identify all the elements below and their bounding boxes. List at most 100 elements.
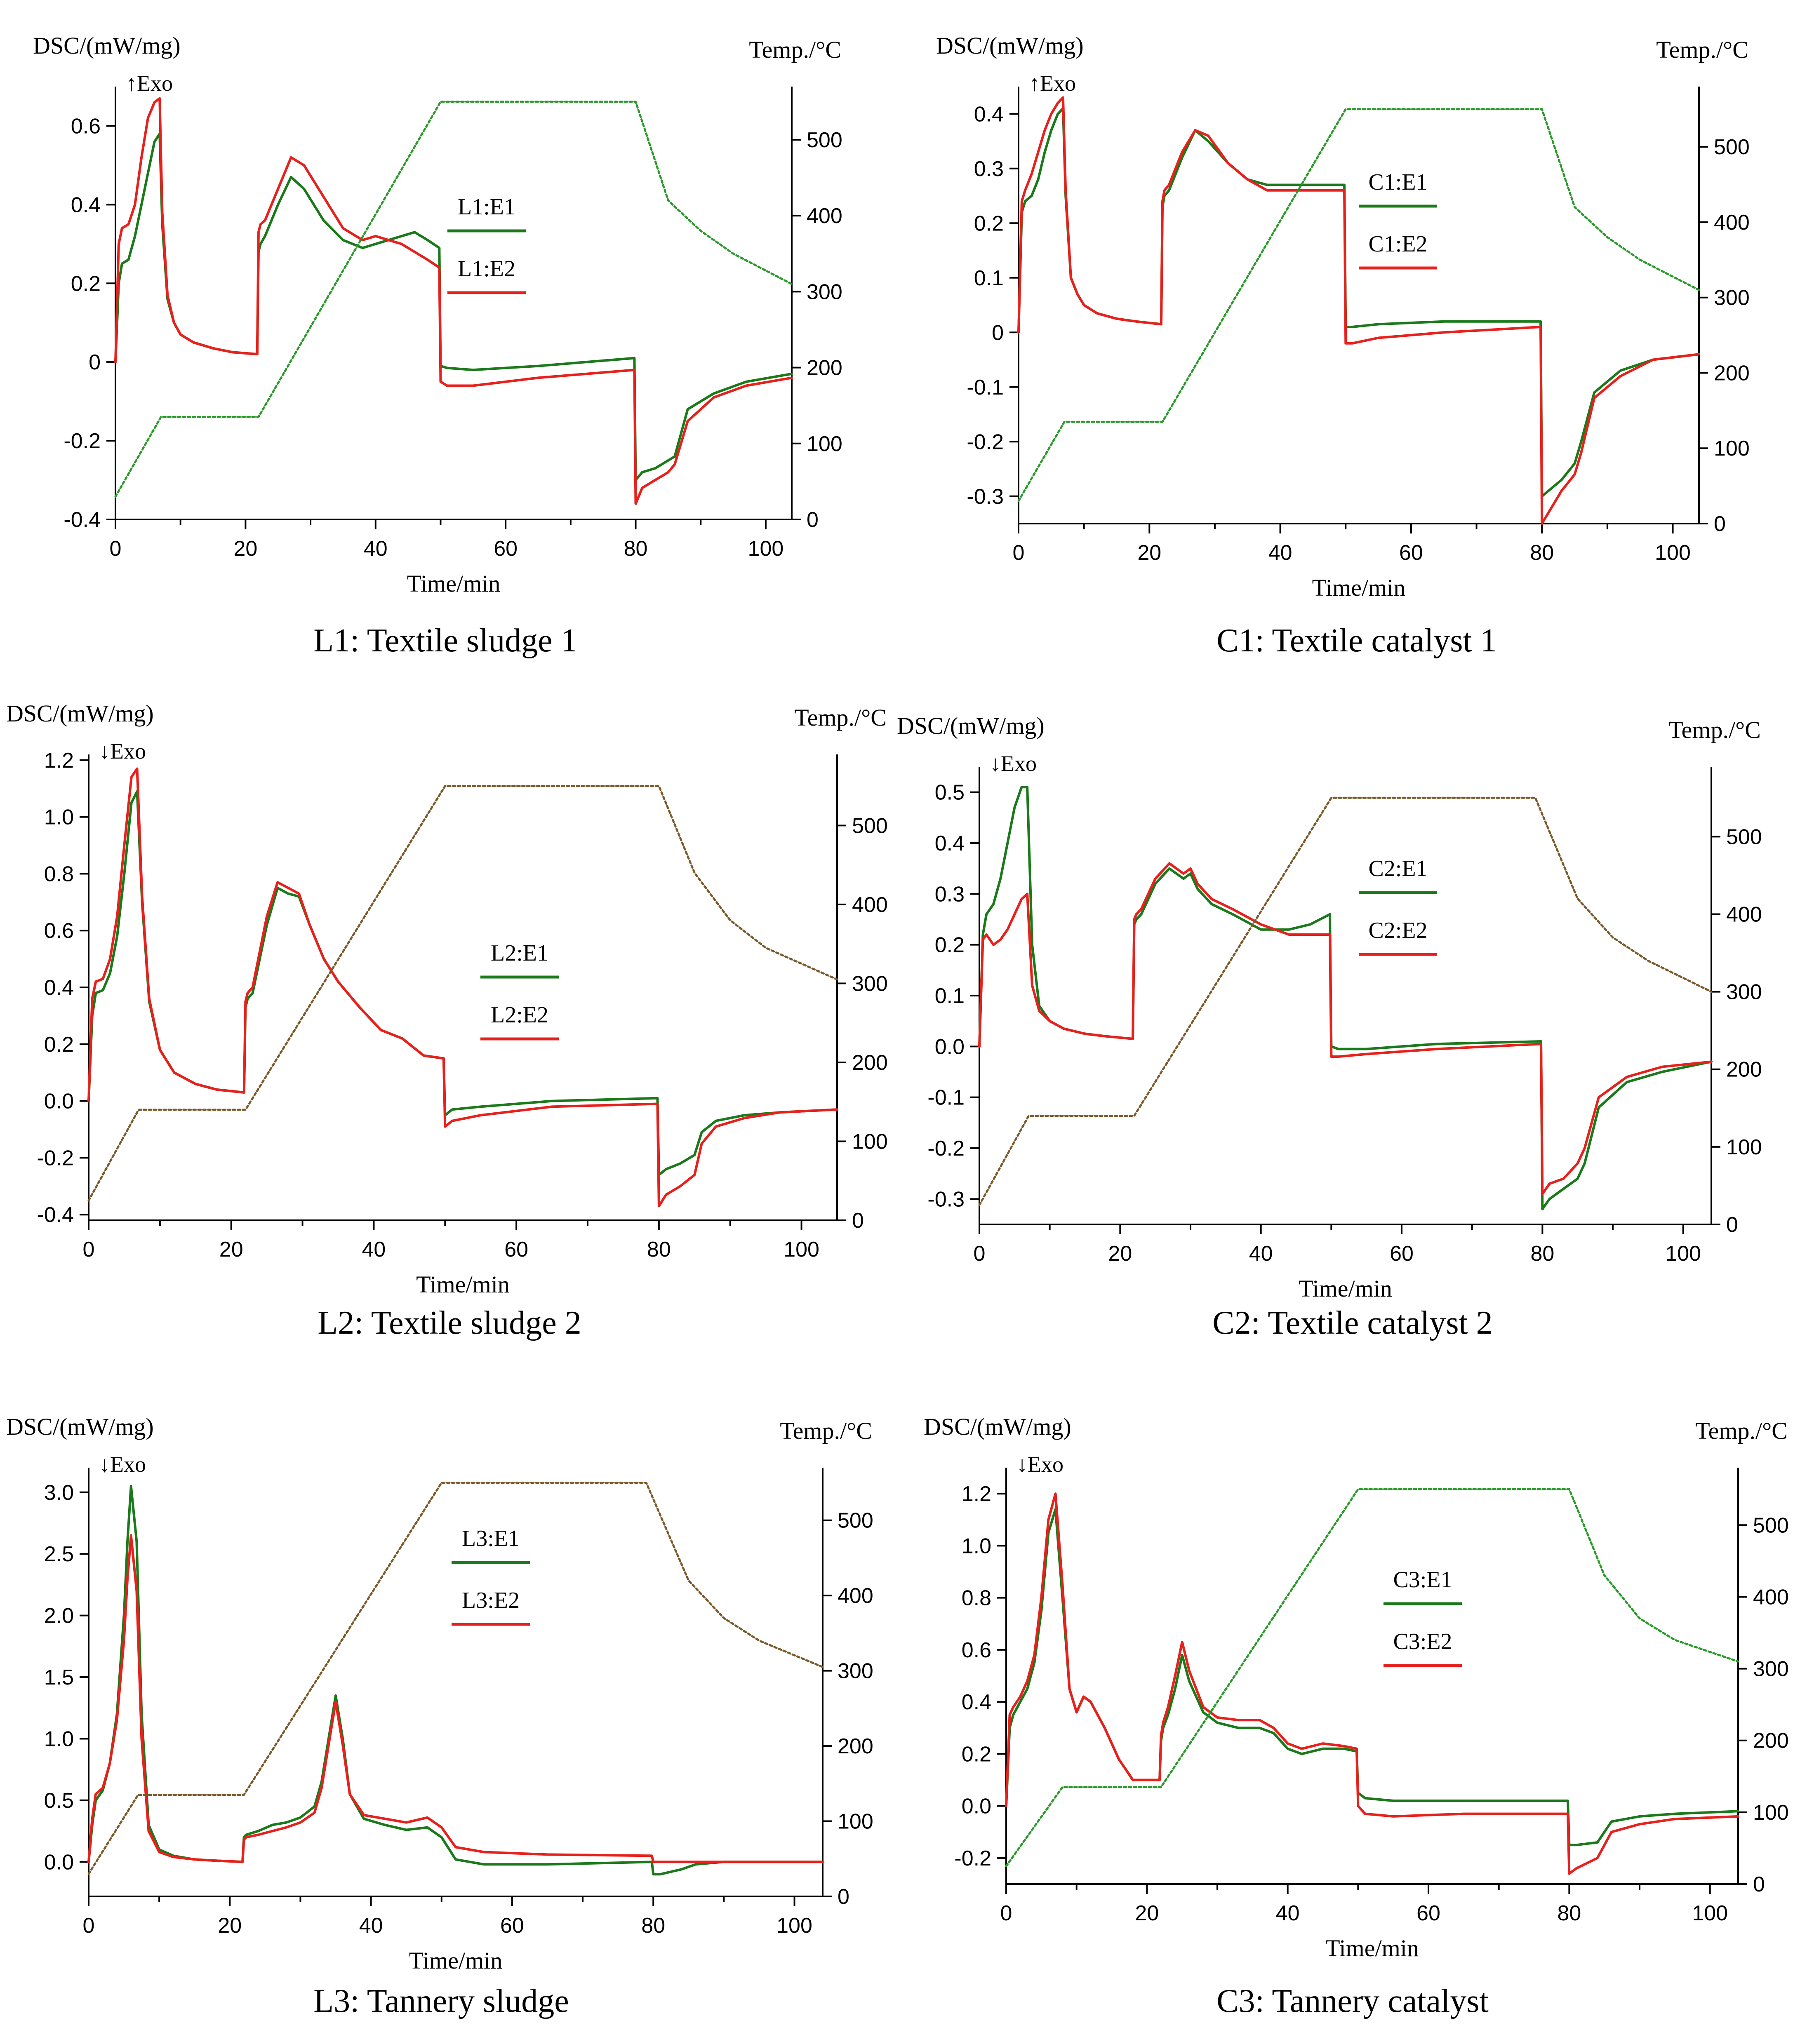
y-tick-label: 2.0 bbox=[44, 1604, 74, 1628]
legend-label: L1:E2 bbox=[458, 256, 515, 282]
panel-title: L2: Textile sludge 2 bbox=[318, 1305, 581, 1341]
x-tick-label: 80 bbox=[624, 537, 648, 561]
y-tick-label: 1.0 bbox=[44, 806, 74, 829]
y2-tick-label: 400 bbox=[852, 893, 888, 917]
y-tick-label: 0.4 bbox=[974, 102, 1004, 126]
series-line-c3-e2 bbox=[1005, 1492, 1739, 1875]
x-tick-label: 100 bbox=[748, 537, 784, 561]
x-tick-label: 0 bbox=[1013, 541, 1025, 565]
y-axis-title: DSC/(mW/mg) bbox=[6, 1413, 154, 1440]
y-tick-label: 0.4 bbox=[935, 832, 965, 855]
x-tick-label: 80 bbox=[647, 1238, 671, 1262]
y-tick-label: 0.4 bbox=[71, 193, 101, 217]
x-tick-label: 20 bbox=[1135, 1901, 1159, 1925]
x-tick-label: 40 bbox=[364, 537, 388, 561]
y2-tick-label: 300 bbox=[838, 1659, 873, 1683]
y2-axis-title: Temp./°C bbox=[749, 36, 841, 63]
x-axis-title: Time/min bbox=[416, 1271, 510, 1298]
x-tick-label: 60 bbox=[1416, 1901, 1440, 1925]
y-tick-label: -0.3 bbox=[967, 485, 1004, 509]
y2-tick-label: 400 bbox=[1726, 902, 1762, 926]
y2-axis-title: Temp./°C bbox=[780, 1417, 872, 1444]
y-tick-label: 0.5 bbox=[44, 1789, 74, 1813]
x-tick-label: 60 bbox=[500, 1914, 524, 1938]
y2-tick-label: 100 bbox=[1753, 1801, 1789, 1825]
y-tick-label: 0.1 bbox=[935, 984, 965, 1008]
y-tick-label: 2.5 bbox=[44, 1542, 74, 1566]
x-axis-title: Time/min bbox=[1312, 574, 1406, 601]
legend-label: L2:E2 bbox=[491, 1002, 548, 1028]
x-axis-title: Time/min bbox=[409, 1947, 503, 1974]
y-tick-label: -0.2 bbox=[954, 1847, 991, 1870]
series-line-c1-e2 bbox=[1017, 96, 1700, 525]
y-tick-label: 1.2 bbox=[44, 749, 74, 773]
y-tick-label: 0.0 bbox=[935, 1035, 965, 1059]
legend-label: L1:E1 bbox=[458, 194, 515, 220]
temperature-series-line bbox=[1005, 1488, 1739, 1867]
y-axis-title: DSC/(mW/mg) bbox=[6, 700, 154, 727]
y2-tick-label: 200 bbox=[838, 1734, 873, 1758]
y-tick-label: 1.0 bbox=[44, 1727, 74, 1751]
temperature-series-line bbox=[87, 1482, 824, 1875]
y2-tick-label: 100 bbox=[1714, 437, 1750, 460]
y2-tick-label: 500 bbox=[838, 1509, 873, 1533]
chart-panel-l3: 0 20 40 60 80 100 0.0 0.5 1.0 1.5 2.0 2.5 3.0 0 100 200… bbox=[6, 1413, 873, 2019]
exo-indicator: ↓Exo bbox=[1016, 1452, 1063, 1477]
y-tick-label: 0.4 bbox=[962, 1690, 991, 1714]
y-axis-title: DSC/(mW/mg) bbox=[33, 32, 181, 59]
x-tick-label: 20 bbox=[218, 1914, 242, 1938]
panel-title: L1: Textile sludge 1 bbox=[313, 623, 577, 659]
x-tick-label: 0 bbox=[83, 1238, 95, 1262]
x-tick-label: 60 bbox=[1390, 1242, 1414, 1266]
exo-indicator: ↑Exo bbox=[1029, 71, 1076, 96]
y-tick-label: 1.0 bbox=[962, 1534, 991, 1558]
x-tick-label: 60 bbox=[504, 1238, 528, 1262]
y2-tick-label: 0 bbox=[807, 508, 819, 532]
y-tick-label: 0 bbox=[992, 321, 1004, 345]
series-line-c3-e1 bbox=[1005, 1508, 1739, 1847]
y2-tick-label: 400 bbox=[1714, 211, 1750, 235]
chart-panel-l2: 0 20 40 60 80 100 -0.4 -0.2 0.0 0.2 0.4 0.6 0.8 1.0 1.… bbox=[6, 700, 888, 1341]
y2-tick-label: 300 bbox=[807, 280, 842, 304]
y-tick-label: 0.6 bbox=[44, 919, 74, 943]
x-tick-label: 0 bbox=[110, 537, 122, 561]
y2-axis-title: Temp./°C bbox=[1695, 1417, 1788, 1444]
legend-label: L3:E1 bbox=[462, 1526, 520, 1551]
y2-tick-label: 200 bbox=[807, 356, 842, 380]
y2-axis-title: Temp./°C bbox=[1668, 717, 1761, 743]
y-tick-label: -0.4 bbox=[64, 508, 101, 532]
y-tick-label: 0.8 bbox=[44, 862, 74, 886]
legend-label: C1:E1 bbox=[1368, 169, 1427, 195]
x-tick-label: 80 bbox=[1530, 541, 1554, 565]
y2-tick-label: 0 bbox=[1726, 1213, 1738, 1237]
y2-tick-label: 200 bbox=[1726, 1058, 1762, 1082]
y-axis-title: DSC/(mW/mg) bbox=[897, 712, 1045, 739]
legend-label: C1:E2 bbox=[1368, 231, 1427, 257]
x-tick-label: 40 bbox=[362, 1238, 386, 1262]
series-line-l2-e2 bbox=[87, 767, 838, 1208]
panel-title: C2: Textile catalyst 2 bbox=[1212, 1305, 1492, 1341]
y-tick-label: -0.2 bbox=[927, 1137, 965, 1161]
panel-title: L3: Tannery sludge bbox=[313, 1983, 569, 2019]
legend-label: C2:E2 bbox=[1368, 918, 1427, 943]
x-tick-label: 100 bbox=[1665, 1242, 1701, 1266]
y2-tick-label: 200 bbox=[1753, 1729, 1789, 1753]
y2-tick-label: 300 bbox=[1714, 286, 1750, 310]
temperature-series-line bbox=[978, 796, 1713, 1206]
exo-indicator: ↓Exo bbox=[99, 1452, 146, 1477]
y-tick-label: 1.2 bbox=[962, 1482, 991, 1506]
y2-tick-label: 100 bbox=[807, 432, 842, 456]
temperature-series-line bbox=[1017, 108, 1700, 502]
series-line-l3-e2 bbox=[87, 1534, 824, 1863]
y-tick-label: 0.6 bbox=[962, 1638, 991, 1662]
series-line-l1-e2 bbox=[114, 97, 793, 505]
y2-tick-label: 200 bbox=[1714, 361, 1750, 385]
y2-tick-label: 400 bbox=[838, 1584, 873, 1608]
panel-title: C1: Textile catalyst 1 bbox=[1216, 623, 1496, 659]
exo-indicator: ↓Exo bbox=[990, 751, 1037, 776]
x-tick-label: 20 bbox=[233, 537, 257, 561]
x-tick-label: 100 bbox=[784, 1238, 819, 1262]
x-tick-label: 100 bbox=[1692, 1901, 1728, 1925]
y2-tick-label: 400 bbox=[807, 204, 842, 228]
